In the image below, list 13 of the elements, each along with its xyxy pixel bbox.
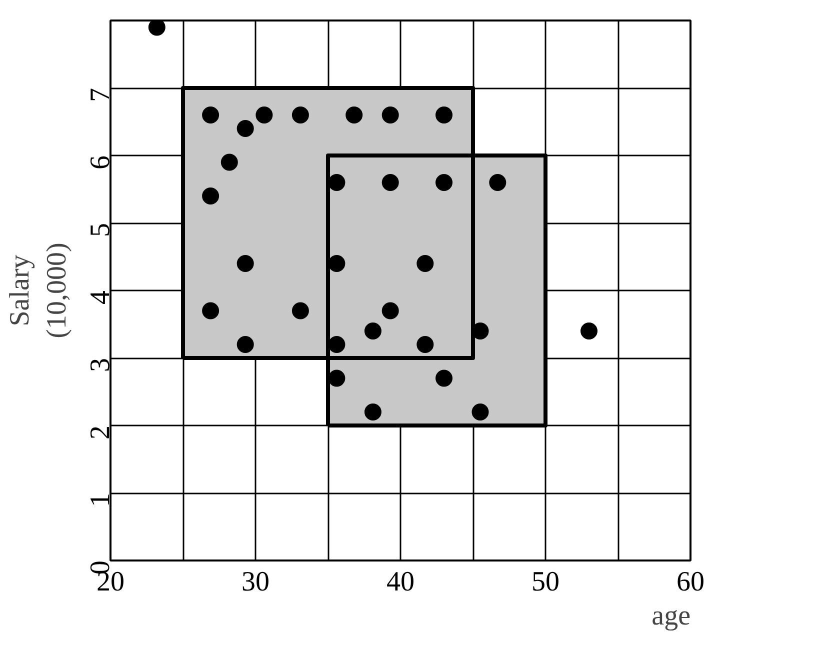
x-axis-title: age <box>652 600 691 632</box>
x-tick-label: 40 <box>386 566 414 598</box>
x-tick-label: 30 <box>242 566 270 598</box>
y-tick-label: 2 <box>85 426 116 440</box>
y-axis-title: Salary (10,000) <box>4 242 72 338</box>
y-tick-label: 7 <box>85 88 116 102</box>
x-tick-label: 50 <box>532 566 560 598</box>
y-tick-label: 1 <box>85 493 116 507</box>
x-tick-label: 60 <box>676 566 704 598</box>
y-tick-label: 3 <box>85 358 116 372</box>
y-tick-label: 4 <box>85 290 116 304</box>
y-tick-label: 5 <box>85 223 116 237</box>
y-tick-label: 6 <box>85 156 116 170</box>
